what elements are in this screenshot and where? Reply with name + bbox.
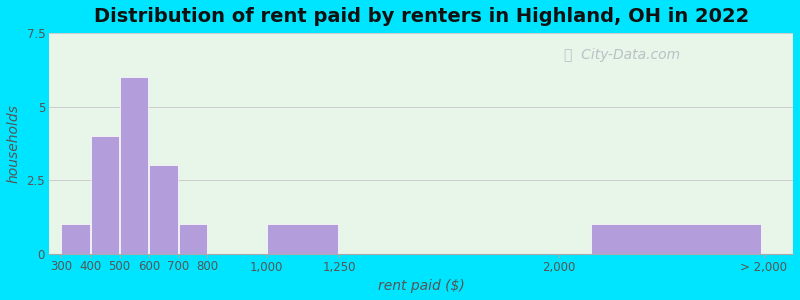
Title: Distribution of rent paid by renters in Highland, OH in 2022: Distribution of rent paid by renters in … [94,7,749,26]
Bar [267,224,338,254]
Bar [62,224,90,254]
Bar [150,165,178,254]
Bar [590,224,761,254]
Text: ⓘ  City-Data.com: ⓘ City-Data.com [564,48,680,62]
Bar [120,77,149,254]
Bar [90,136,119,254]
Y-axis label: households: households [7,104,21,183]
X-axis label: rent paid ($): rent paid ($) [378,279,465,293]
Bar [178,224,207,254]
